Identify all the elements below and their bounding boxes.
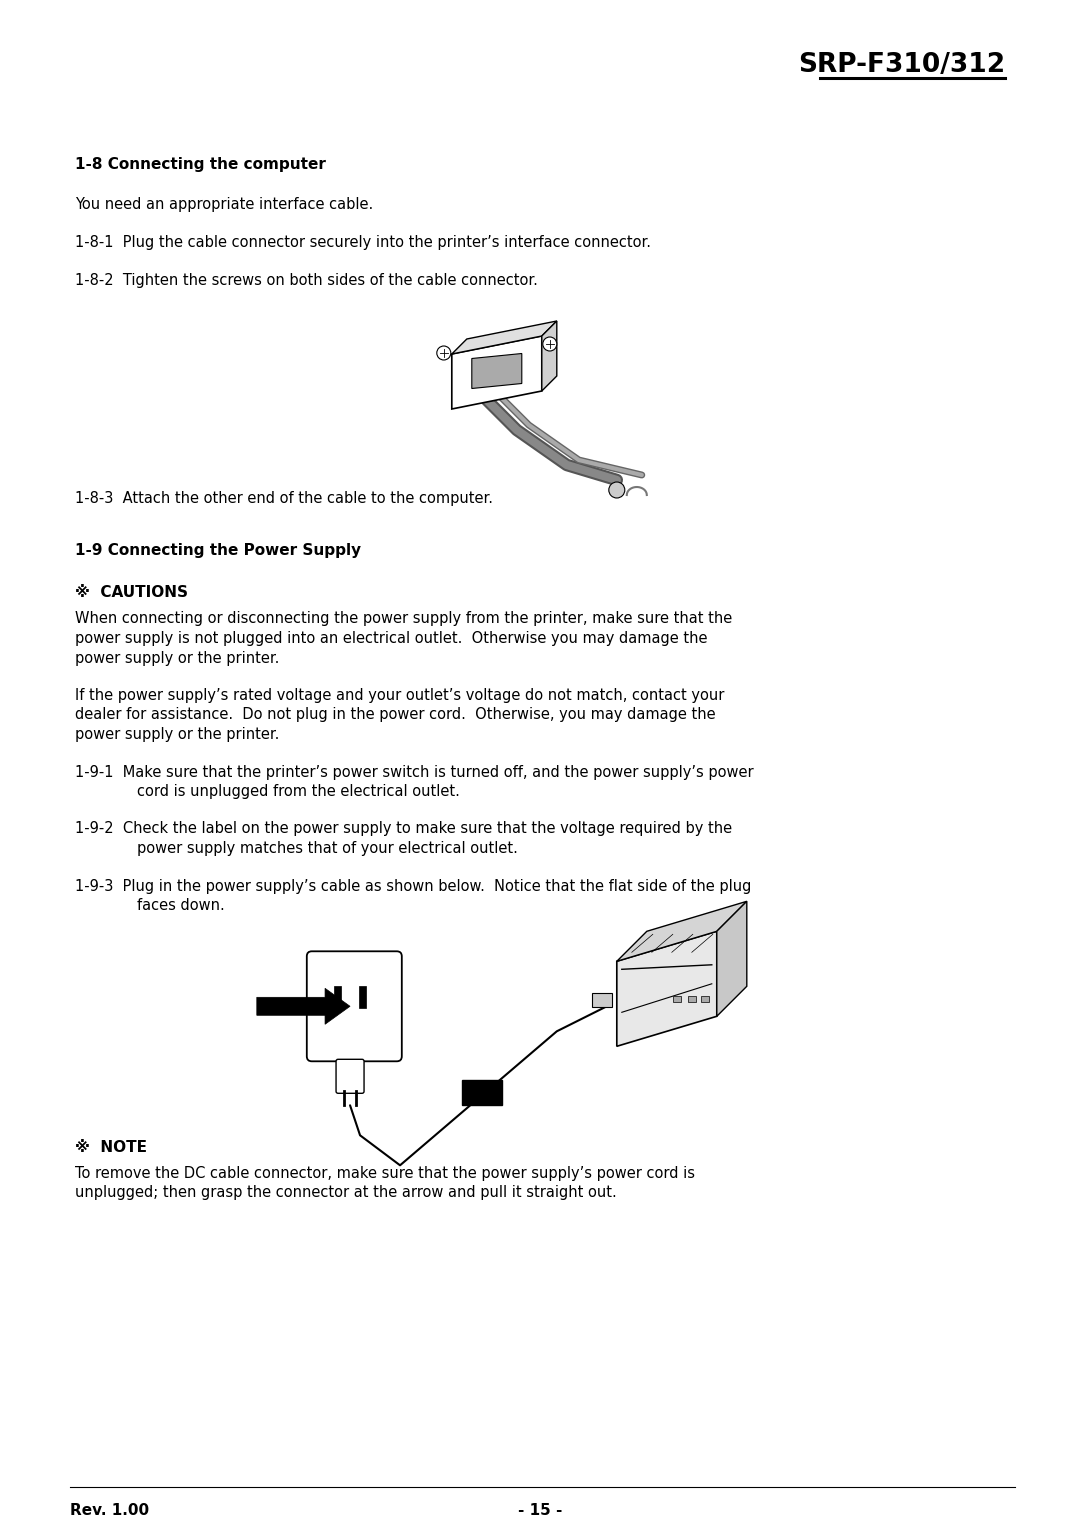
Bar (673, 996, 680, 1002)
Text: 1-8-1  Plug the cable connector securely into the printer’s interface connector.: 1-8-1 Plug the cable connector securely … (75, 235, 651, 250)
Bar (360, 986, 366, 1008)
Polygon shape (617, 901, 746, 962)
Text: power supply matches that of your electrical outlet.: power supply matches that of your electr… (137, 841, 518, 857)
Polygon shape (542, 321, 557, 391)
Text: ※  NOTE: ※ NOTE (75, 1139, 147, 1154)
Text: unplugged; then grasp the connector at the arrow and pull it straight out.: unplugged; then grasp the connector at t… (75, 1185, 617, 1200)
Text: 1-8-2  Tighten the screws on both sides of the cable connector.: 1-8-2 Tighten the screws on both sides o… (75, 272, 538, 287)
Text: - 15 -: - 15 - (517, 1503, 563, 1518)
Text: dealer for assistance.  Do not plug in the power cord.  Otherwise, you may damag: dealer for assistance. Do not plug in th… (75, 707, 716, 722)
Circle shape (543, 337, 557, 351)
Text: If the power supply’s rated voltage and your outlet’s voltage do not match, cont: If the power supply’s rated voltage and … (75, 689, 725, 702)
Polygon shape (617, 931, 717, 1046)
Text: 1-8-3  Attach the other end of the cable to the computer.: 1-8-3 Attach the other end of the cable … (75, 492, 492, 505)
FancyBboxPatch shape (307, 951, 402, 1061)
Text: Rev. 1.00: Rev. 1.00 (70, 1503, 149, 1518)
Text: power supply or the printer.: power supply or the printer. (75, 727, 280, 742)
Polygon shape (451, 336, 542, 409)
Bar (688, 996, 696, 1002)
Text: 1-9 Connecting the Power Supply: 1-9 Connecting the Power Supply (75, 542, 361, 557)
FancyBboxPatch shape (336, 1060, 364, 1093)
Polygon shape (257, 988, 350, 1025)
Text: SRP-F310/312: SRP-F310/312 (798, 52, 1005, 78)
Text: To remove the DC cable connector, make sure that the power supply’s power cord i: To remove the DC cable connector, make s… (75, 1167, 696, 1180)
Circle shape (609, 483, 625, 498)
Text: 1-9-3  Plug in the power supply’s cable as shown below.  Notice that the flat si: 1-9-3 Plug in the power supply’s cable a… (75, 878, 752, 893)
Polygon shape (451, 321, 557, 354)
Text: 1-9-1  Make sure that the printer’s power switch is turned off, and the power su: 1-9-1 Make sure that the printer’s power… (75, 765, 754, 779)
Circle shape (436, 347, 450, 360)
Text: ※  CAUTIONS: ※ CAUTIONS (75, 585, 188, 600)
Text: You need an appropriate interface cable.: You need an appropriate interface cable. (75, 197, 374, 212)
Text: power supply is not plugged into an electrical outlet.  Otherwise you may damage: power supply is not plugged into an elec… (75, 631, 707, 646)
Text: 1-9-2  Check the label on the power supply to make sure that the voltage require: 1-9-2 Check the label on the power suppl… (75, 822, 732, 837)
Bar (592, 993, 611, 1008)
Text: 1-8 Connecting the computer: 1-8 Connecting the computer (75, 157, 326, 173)
Bar (334, 986, 341, 1008)
Polygon shape (472, 353, 522, 388)
Text: faces down.: faces down. (137, 898, 225, 913)
Bar (701, 996, 708, 1002)
Text: When connecting or disconnecting the power supply from the printer, make sure th: When connecting or disconnecting the pow… (75, 611, 732, 626)
Bar (462, 1080, 502, 1104)
Polygon shape (717, 901, 746, 1017)
Text: power supply or the printer.: power supply or the printer. (75, 651, 280, 666)
Text: cord is unplugged from the electrical outlet.: cord is unplugged from the electrical ou… (137, 783, 460, 799)
